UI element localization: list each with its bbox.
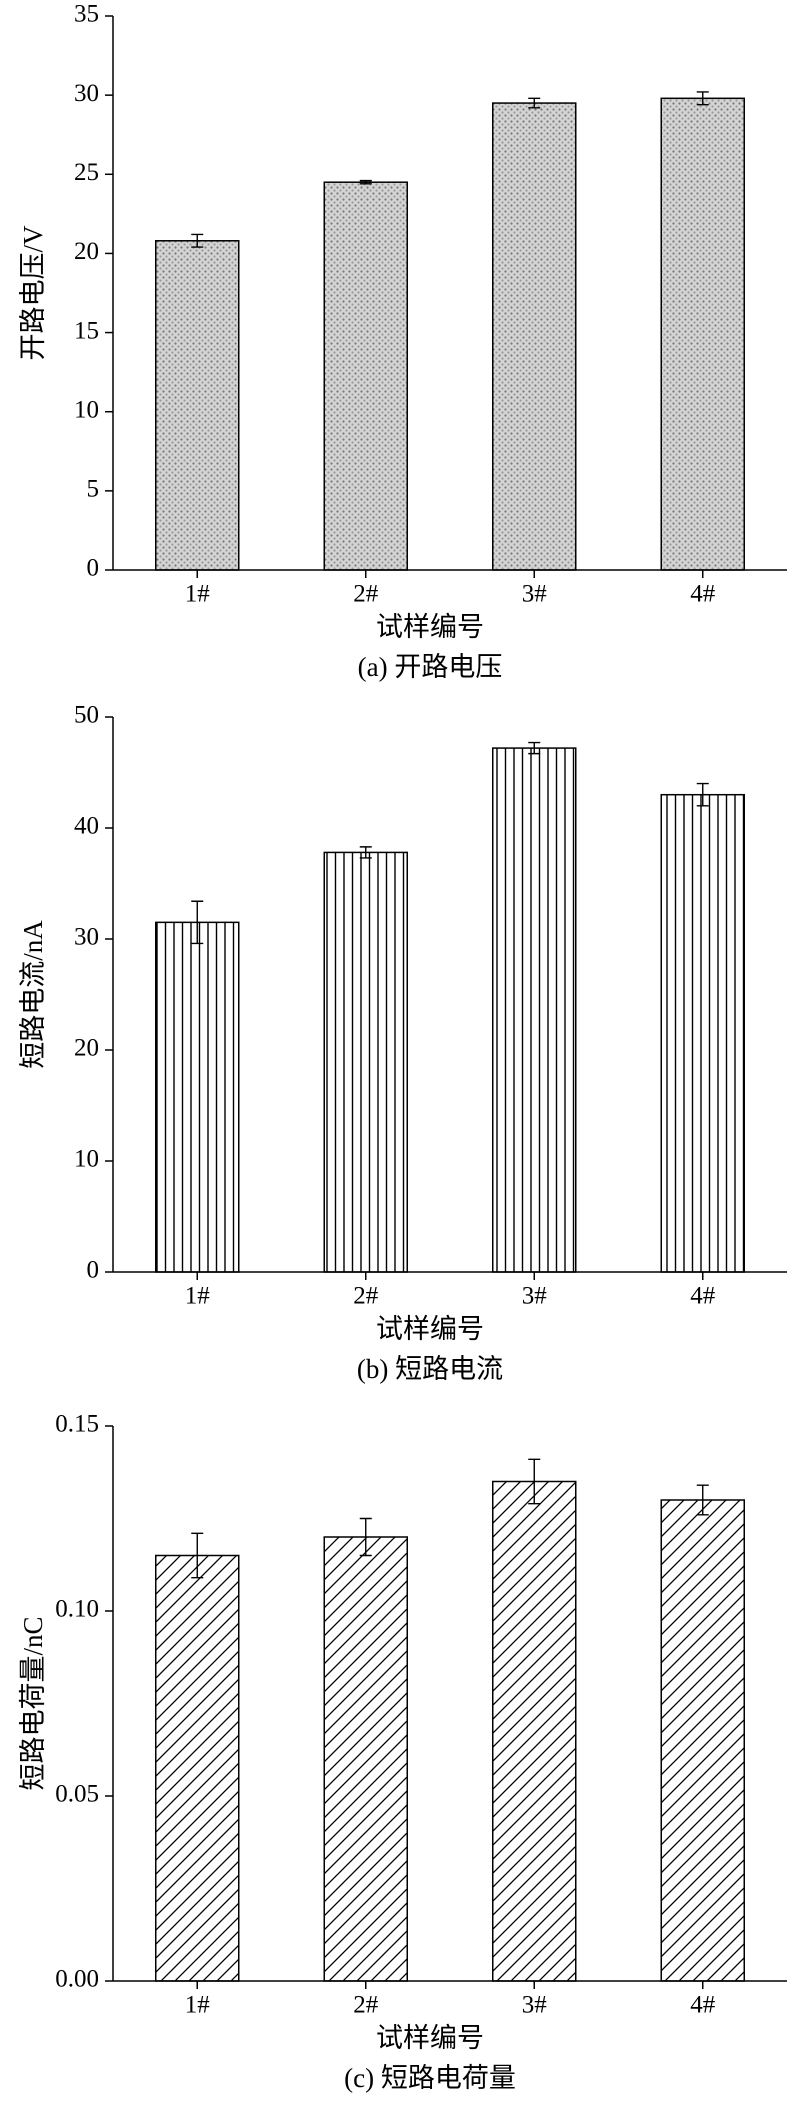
x-tick-label: 4# [690,1992,716,2019]
bar [660,1499,745,1982]
x-axis-title: 试样编号 [376,612,484,642]
bar [155,240,240,571]
y-tick-label: 0.10 [55,1596,99,1623]
bar [323,1536,408,1982]
bar [660,97,745,571]
caption: (c) 短路电荷量 [344,2063,516,2093]
error-bar [359,179,372,185]
error-bar [191,900,204,945]
y-tick-label: 10 [74,396,99,423]
bar [155,921,240,1273]
x-axis-title: 试样编号 [376,1314,484,1344]
x-tick-label: 3# [522,1992,548,2019]
caption: (a) 开路电压 [358,652,503,682]
caption: (b) 短路电流 [357,1354,503,1384]
y-tick-label: 5 [87,476,100,503]
y-tick-label: 20 [74,238,99,265]
y-tick-label: 0 [87,1257,100,1284]
x-tick-label: 4# [690,1283,716,1310]
x-tick-label: 2# [353,581,379,608]
x-tick-label: 4# [690,581,716,608]
y-tick-label: 0.05 [55,1781,99,1808]
x-tick-label: 3# [522,581,548,608]
error-bar [696,782,709,807]
y-tick-label: 40 [74,813,99,840]
x-tick-label: 3# [522,1283,548,1310]
error-bar [528,741,541,755]
bar [492,747,577,1273]
bar [323,181,408,571]
y-tick-label: 10 [74,1146,99,1173]
bar [155,1554,240,1982]
x-tick-label: 1# [185,581,211,608]
x-tick-label: 2# [353,1992,379,2019]
error-bar [359,846,372,859]
x-tick-label: 1# [185,1992,211,2019]
x-axis-title: 试样编号 [376,2023,484,2053]
bar [492,102,577,571]
y-axis-title: 开路电压/V [18,225,48,361]
bar [660,793,745,1273]
y-tick-label: 0.15 [55,1411,99,1438]
y-tick-label: 35 [74,1,99,28]
y-axis-title: 短路电荷量/nC [18,1616,48,1790]
error-bar [528,97,541,109]
y-tick-label: 0 [87,555,100,582]
y-tick-label: 0.00 [55,1966,99,1993]
error-bar [696,1484,709,1516]
y-axis-title: 短路电流/nA [18,920,48,1069]
error-bar [696,91,709,106]
bar [492,1480,577,1982]
error-bar [359,1517,372,1557]
bar [323,851,408,1273]
error-bar [528,1458,541,1505]
x-tick-label: 2# [353,1283,379,1310]
y-tick-label: 50 [74,702,99,729]
error-bar [191,1532,204,1579]
error-bar [191,233,204,248]
y-tick-label: 20 [74,1035,99,1062]
y-tick-label: 25 [74,159,99,186]
y-tick-label: 15 [74,317,99,344]
y-tick-label: 30 [74,80,99,107]
x-tick-label: 1# [185,1283,211,1310]
y-tick-label: 30 [74,924,99,951]
